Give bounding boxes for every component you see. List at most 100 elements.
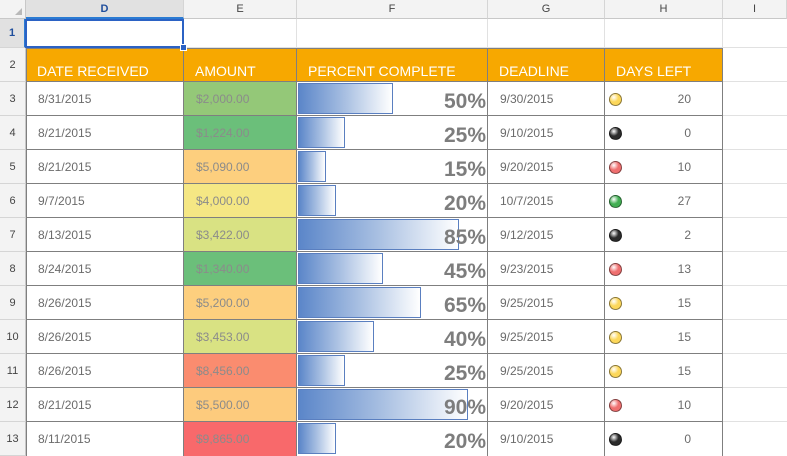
date-received-cell[interactable]: 8/26/2015 bbox=[38, 364, 92, 378]
deadline-cell[interactable]: 9/20/2015 bbox=[500, 398, 554, 412]
days-left-value: 0 bbox=[684, 126, 691, 140]
deadline-cell[interactable]: 9/10/2015 bbox=[500, 126, 554, 140]
progress-data-bar bbox=[298, 287, 421, 318]
deadline-cell[interactable]: 9/25/2015 bbox=[500, 364, 554, 378]
date-received-cell[interactable]: 8/31/2015 bbox=[38, 92, 92, 106]
status-red-circle-icon bbox=[609, 399, 622, 412]
amount-cell[interactable]: $8,456.00 bbox=[184, 354, 297, 388]
days-left-value: 15 bbox=[677, 364, 691, 378]
row-header-11[interactable]: 11 bbox=[0, 354, 26, 388]
amount-cell[interactable]: $2,000.00 bbox=[184, 82, 297, 116]
days-left-cell[interactable]: 10 bbox=[605, 150, 723, 184]
row-header-9[interactable]: 9 bbox=[0, 286, 26, 320]
amount-value: $3,453.00 bbox=[196, 330, 250, 344]
row-header-10[interactable]: 10 bbox=[0, 320, 26, 354]
percent-label: 40% bbox=[443, 328, 486, 351]
status-black-circle-icon bbox=[609, 127, 622, 140]
table-border-horizontal bbox=[26, 285, 723, 286]
days-left-cell[interactable]: 15 bbox=[605, 354, 723, 388]
date-received-cell[interactable]: 8/26/2015 bbox=[38, 330, 92, 344]
percent-label: 15% bbox=[443, 158, 486, 181]
column-header-d[interactable]: D bbox=[26, 0, 184, 19]
date-received-cell[interactable]: 8/21/2015 bbox=[38, 398, 92, 412]
select-all-corner[interactable] bbox=[0, 0, 26, 19]
deadline-cell[interactable]: 9/23/2015 bbox=[500, 262, 554, 276]
table-border-vertical bbox=[26, 48, 27, 456]
deadline-cell[interactable]: 9/25/2015 bbox=[500, 330, 554, 344]
amount-cell[interactable]: $3,453.00 bbox=[184, 320, 297, 354]
table-border-horizontal bbox=[26, 149, 723, 150]
row-header-3[interactable]: 3 bbox=[0, 82, 26, 116]
days-left-value: 10 bbox=[677, 160, 691, 174]
table-border-vertical bbox=[296, 48, 297, 456]
row-header-13[interactable]: 13 bbox=[0, 422, 26, 456]
percent-complete-cell[interactable]: 20% bbox=[297, 422, 488, 456]
percent-complete-cell[interactable]: 25% bbox=[297, 354, 488, 388]
active-cell-selection[interactable] bbox=[25, 19, 184, 48]
row-header-8[interactable]: 8 bbox=[0, 252, 26, 286]
percent-complete-cell[interactable]: 45% bbox=[297, 252, 488, 286]
row-header-12[interactable]: 12 bbox=[0, 388, 26, 422]
column-header-g[interactable]: G bbox=[488, 0, 605, 19]
row-header-1[interactable]: 1 bbox=[0, 19, 26, 48]
row-header-6[interactable]: 6 bbox=[0, 184, 26, 218]
deadline-cell[interactable]: 9/10/2015 bbox=[500, 432, 554, 446]
days-left-value: 15 bbox=[677, 330, 691, 344]
days-left-cell[interactable]: 2 bbox=[605, 218, 723, 252]
percent-complete-cell[interactable]: 65% bbox=[297, 286, 488, 320]
amount-cell[interactable]: $3,422.00 bbox=[184, 218, 297, 252]
deadline-cell[interactable]: 10/7/2015 bbox=[500, 194, 554, 208]
days-left-cell[interactable]: 13 bbox=[605, 252, 723, 286]
deadline-cell[interactable]: 9/12/2015 bbox=[500, 228, 554, 242]
amount-cell[interactable]: $1,340.00 bbox=[184, 252, 297, 286]
column-header-e[interactable]: E bbox=[184, 0, 297, 19]
days-left-value: 2 bbox=[684, 228, 691, 242]
date-received-cell[interactable]: 8/21/2015 bbox=[38, 160, 92, 174]
days-left-cell[interactable]: 10 bbox=[605, 388, 723, 422]
days-left-cell[interactable]: 0 bbox=[605, 422, 723, 456]
column-header-h[interactable]: H bbox=[605, 0, 723, 19]
percent-complete-cell[interactable]: 85% bbox=[297, 218, 488, 252]
date-received-cell[interactable]: 8/26/2015 bbox=[38, 296, 92, 310]
days-left-cell[interactable]: 20 bbox=[605, 82, 723, 116]
percent-complete-cell[interactable]: 15% bbox=[297, 150, 488, 184]
date-received-cell[interactable]: 9/7/2015 bbox=[38, 194, 85, 208]
amount-cell[interactable]: $5,200.00 bbox=[184, 286, 297, 320]
status-yellow-circle-icon bbox=[609, 93, 622, 106]
status-yellow-circle-icon bbox=[609, 297, 622, 310]
date-received-cell[interactable]: 8/11/2015 bbox=[38, 432, 91, 446]
days-left-cell[interactable]: 27 bbox=[605, 184, 723, 218]
days-left-cell[interactable]: 15 bbox=[605, 320, 723, 354]
amount-cell[interactable]: $1,224.00 bbox=[184, 116, 297, 150]
row-header-7[interactable]: 7 bbox=[0, 218, 26, 252]
column-header-f[interactable]: F bbox=[297, 0, 488, 19]
date-received-cell[interactable]: 8/13/2015 bbox=[38, 228, 92, 242]
amount-cell[interactable]: $5,500.00 bbox=[184, 388, 297, 422]
row-header-4[interactable]: 4 bbox=[0, 116, 26, 150]
amount-cell[interactable]: $5,090.00 bbox=[184, 150, 297, 184]
deadline-cell[interactable]: 9/30/2015 bbox=[500, 92, 554, 106]
days-left-cell[interactable]: 0 bbox=[605, 116, 723, 150]
date-received-cell[interactable]: 8/24/2015 bbox=[38, 262, 92, 276]
row-header-2[interactable]: 2 bbox=[0, 48, 26, 82]
amount-value: $5,500.00 bbox=[196, 398, 250, 412]
percent-complete-cell[interactable]: 90% bbox=[297, 388, 488, 422]
table-border-horizontal bbox=[26, 421, 723, 422]
percent-complete-cell[interactable]: 50% bbox=[297, 82, 488, 116]
amount-value: $5,090.00 bbox=[196, 160, 250, 174]
date-received-cell[interactable]: 8/21/2015 bbox=[38, 126, 92, 140]
progress-data-bar bbox=[298, 355, 345, 386]
percent-complete-cell[interactable]: 40% bbox=[297, 320, 488, 354]
percent-complete-cell[interactable]: 25% bbox=[297, 116, 488, 150]
row-header-5[interactable]: 5 bbox=[0, 150, 26, 184]
deadline-cell[interactable]: 9/25/2015 bbox=[500, 296, 554, 310]
amount-cell[interactable]: $9,865.00 bbox=[184, 422, 297, 456]
percent-complete-cell[interactable]: 20% bbox=[297, 184, 488, 218]
days-left-cell[interactable]: 15 bbox=[605, 286, 723, 320]
deadline-cell[interactable]: 9/20/2015 bbox=[500, 160, 554, 174]
amount-cell[interactable]: $4,000.00 bbox=[184, 184, 297, 218]
days-left-value: 0 bbox=[684, 432, 691, 446]
fill-handle[interactable] bbox=[180, 44, 187, 51]
column-header-i[interactable]: I bbox=[723, 0, 787, 19]
